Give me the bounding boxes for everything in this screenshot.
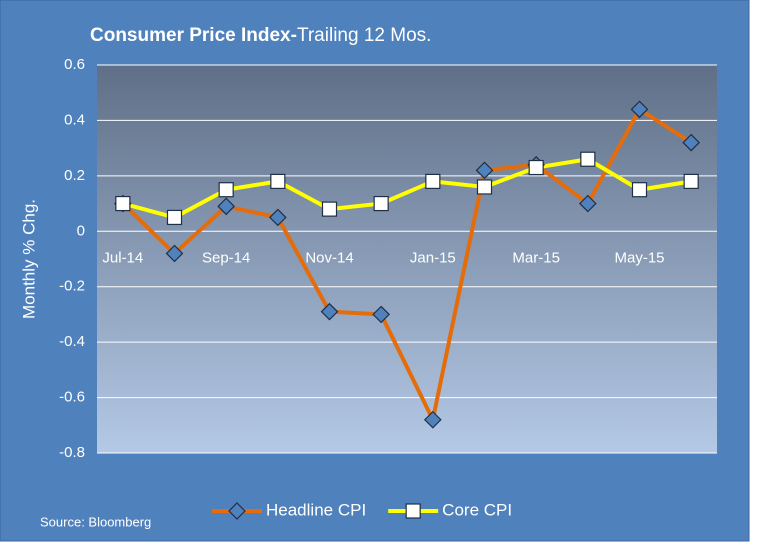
y-tick-label: -0.8 — [59, 444, 85, 461]
x-tick-label: Jul-14 — [102, 249, 143, 266]
x-tick-label: May-15 — [614, 249, 664, 266]
x-tick-label: Mar-15 — [512, 249, 560, 266]
chart-title: Consumer Price Index-Trailing 12 Mos. — [90, 25, 431, 46]
marker — [423, 410, 442, 429]
marker — [476, 179, 493, 195]
series-line — [122, 157, 692, 220]
title-rest: Trailing 12 Mos. — [297, 25, 431, 46]
marker — [218, 182, 234, 198]
marker — [115, 195, 131, 212]
marker — [321, 201, 338, 217]
marker — [166, 209, 183, 226]
grid: -0.8 -0.6 -0.4 -0.2 0 0.2 0.4 0.6 Jul-14 Sep-14 No… — [59, 56, 717, 461]
y-tick-label: 0.2 — [64, 167, 85, 184]
marker — [268, 208, 287, 227]
marker — [228, 502, 246, 520]
legend-label: Headline CPI — [266, 500, 366, 519]
y-tick-label: 0 — [77, 222, 85, 239]
marker — [528, 159, 544, 176]
y-tick-label: -0.4 — [59, 333, 85, 350]
marker — [631, 182, 648, 198]
source: Source: Bloomberg — [40, 514, 151, 529]
marker — [270, 173, 286, 189]
y-tick-label: 0.6 — [64, 56, 85, 73]
marks — [113, 100, 701, 429]
x-tick-label: Nov-14 — [305, 249, 353, 266]
marker — [373, 195, 389, 212]
y-tick-label: -0.2 — [59, 278, 85, 295]
marker — [683, 173, 699, 189]
marker — [682, 133, 701, 152]
x-tick-label: Jan-15 — [410, 249, 456, 266]
y-tick-label: -0.6 — [59, 389, 85, 406]
y-axis-label: Monthly % Chg. — [19, 199, 38, 319]
plot-area — [97, 65, 717, 453]
marker — [425, 173, 441, 189]
marker — [630, 100, 649, 119]
series-line — [121, 107, 693, 422]
legend: Headline CPI Core CPI — [212, 500, 512, 520]
x-tick-label: Sep-14 — [202, 249, 250, 266]
marker — [320, 302, 339, 321]
marker — [578, 194, 597, 213]
marker — [475, 161, 494, 180]
y-tick-label: 0.4 — [64, 111, 85, 128]
marker — [217, 197, 236, 216]
marker — [405, 503, 421, 519]
legend-label: Core CPI — [442, 500, 512, 519]
marker — [165, 244, 184, 263]
marker — [372, 305, 391, 324]
marker — [580, 151, 596, 167]
title-bold: Consumer Price Index- — [90, 25, 297, 46]
